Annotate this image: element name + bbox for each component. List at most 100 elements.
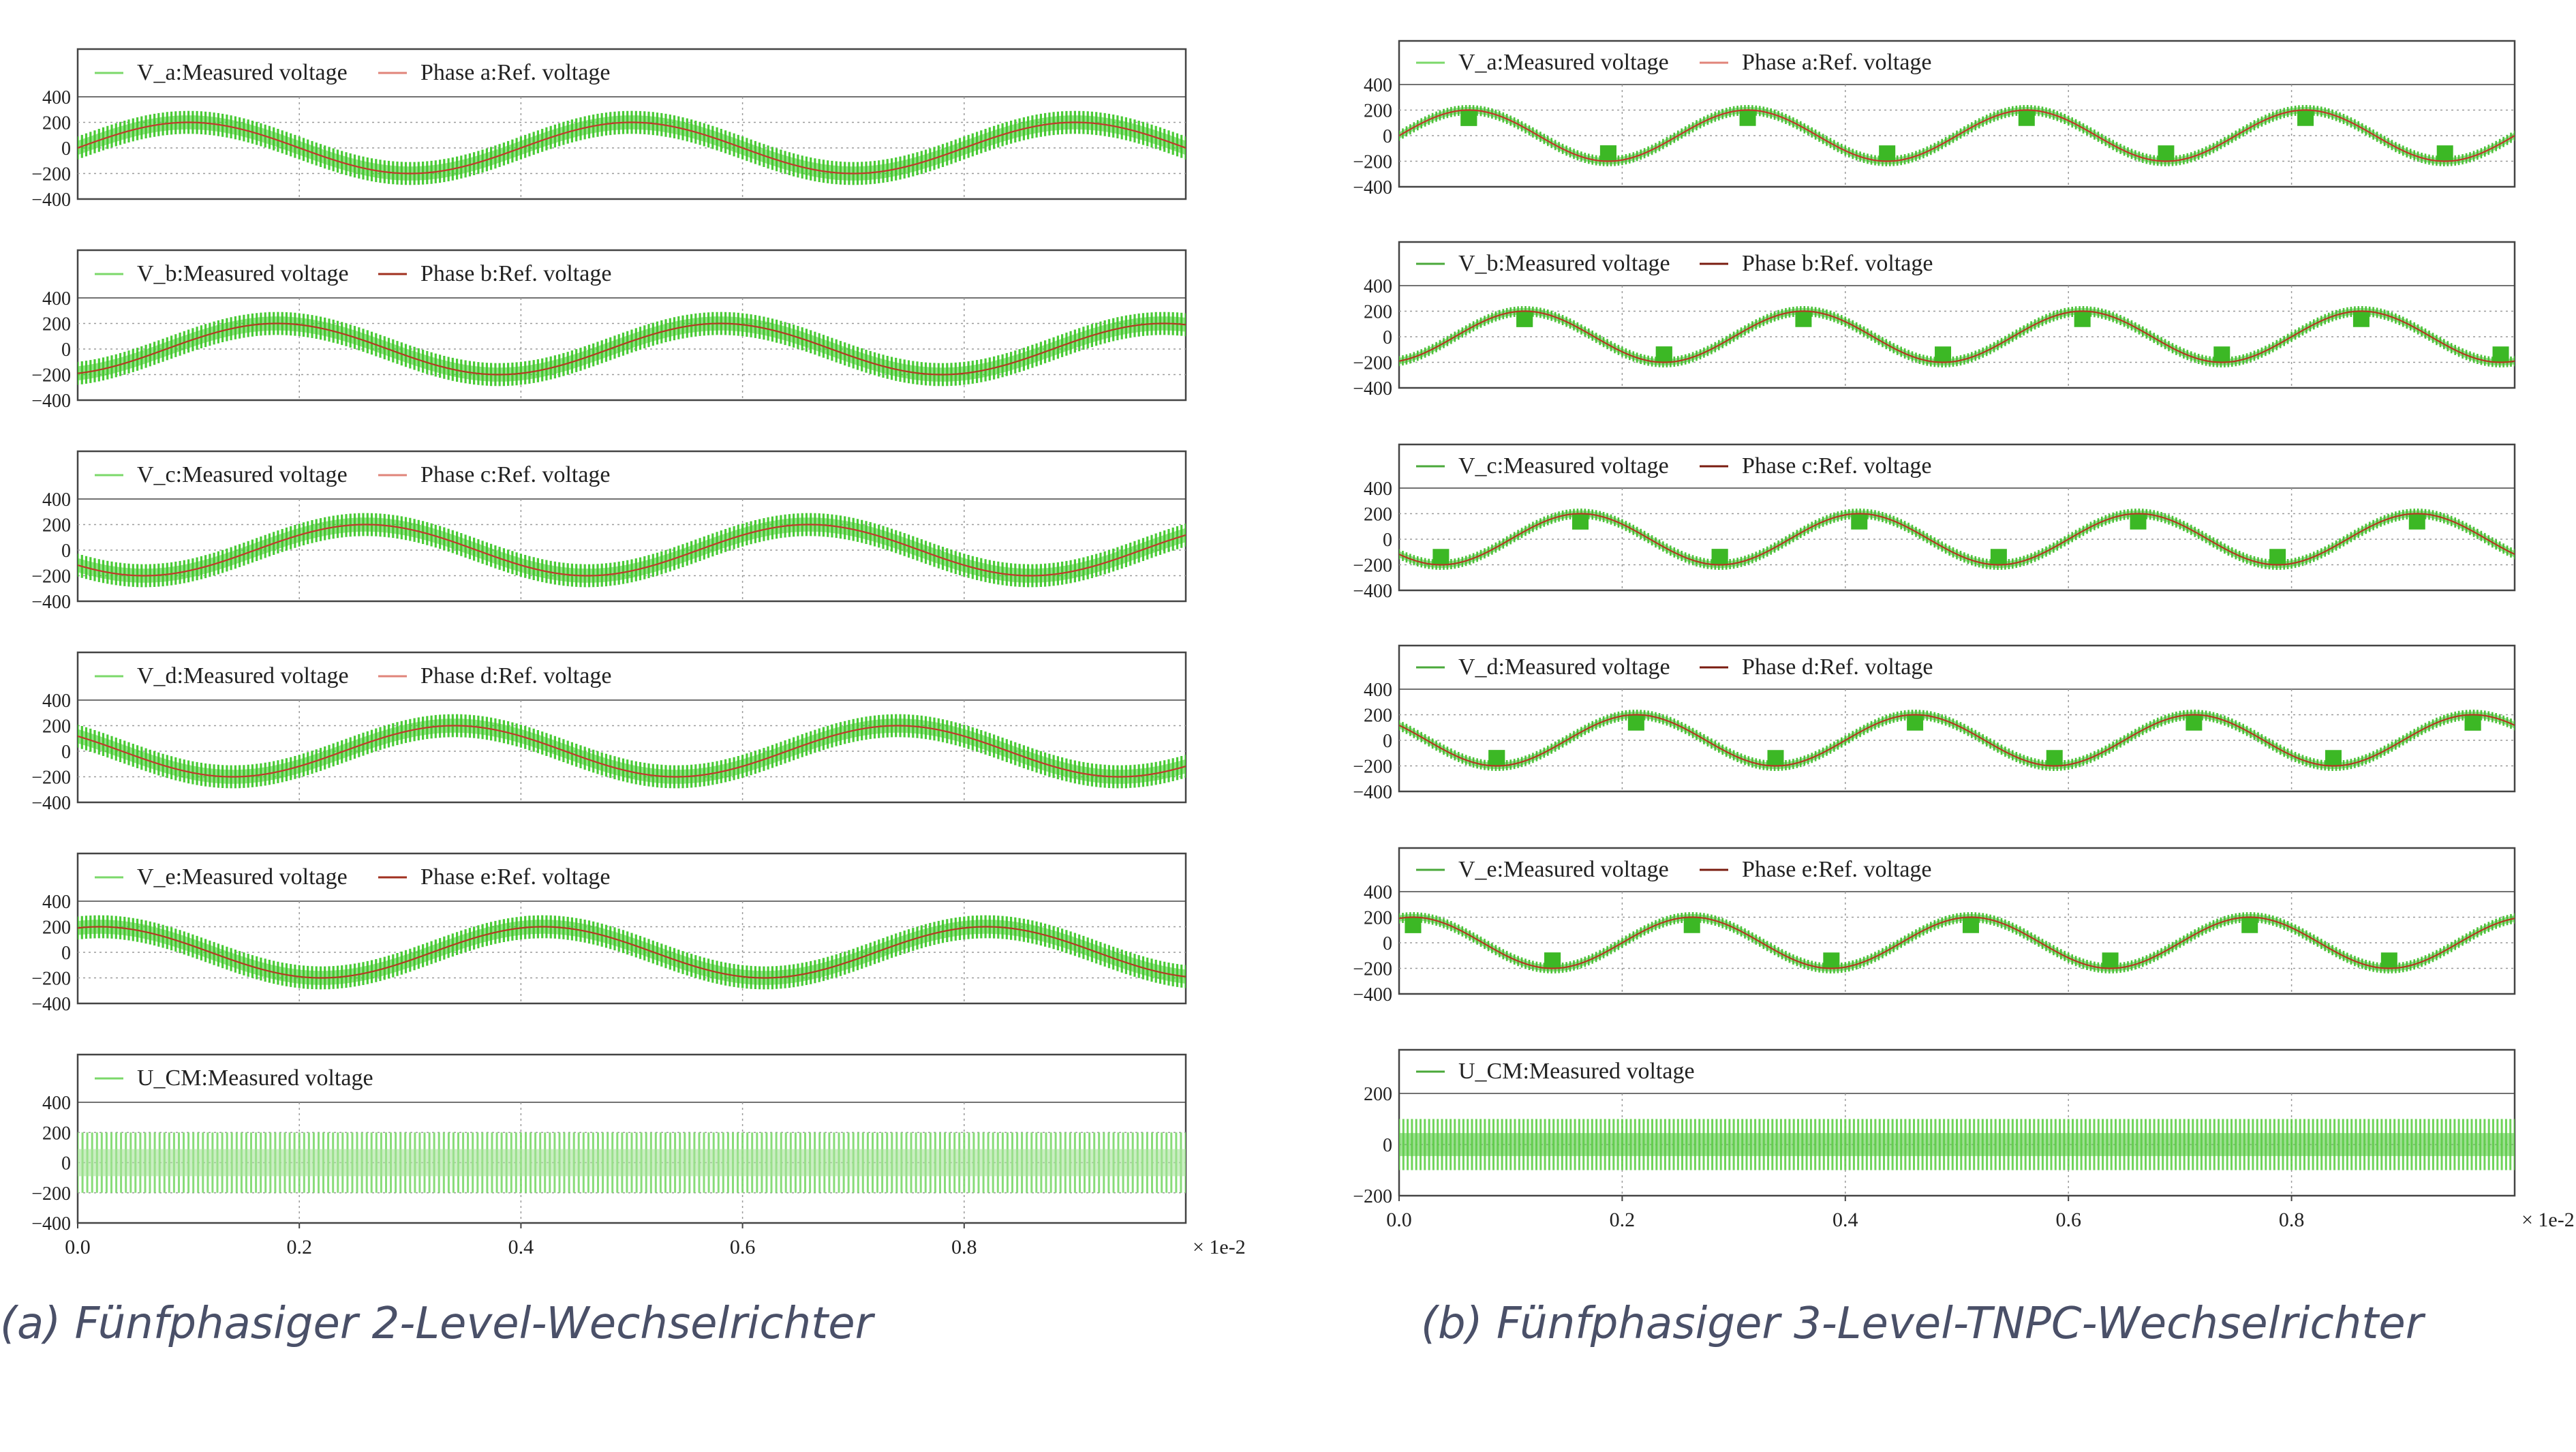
step-marker (1460, 109, 1477, 126)
step-marker (1879, 145, 1896, 162)
legend: V_a:Measured voltage Phase a:Ref. voltage (95, 60, 611, 85)
step-marker (2018, 109, 2035, 126)
x-tick-label: 0.2 (286, 1236, 312, 1258)
y-tick-label: −200 (1353, 757, 1392, 778)
legend-label: V_c:Measured voltage (137, 462, 348, 487)
y-tick-label: −400 (1353, 782, 1392, 803)
y-tick-label: 200 (1364, 908, 1392, 929)
step-marker (1544, 952, 1561, 969)
y-tick-label: 200 (42, 113, 71, 134)
y-tick-label: 400 (1364, 276, 1392, 297)
y-tick-label: −200 (31, 1183, 71, 1205)
y-tick-label: −200 (31, 164, 71, 185)
step-marker (2046, 750, 2063, 767)
y-tick-label: −200 (1353, 959, 1392, 980)
series-phase-a-ref-voltage (78, 121, 1186, 175)
y-tick-label: −200 (31, 566, 71, 588)
y-tick-label: 0 (61, 943, 71, 964)
step-marker (2297, 109, 2314, 126)
y-tick-label: 0 (1383, 327, 1392, 348)
step-marker (1516, 310, 1533, 327)
legend: V_b:Measured voltage Phase b:Ref. voltage (95, 261, 611, 286)
x-tick-label: 0.6 (2055, 1209, 2081, 1231)
legend: V_d:Measured voltage Phase d:Ref. voltage (1416, 654, 1933, 680)
legend-label: V_c:Measured voltage (1458, 453, 1669, 479)
legend: V_c:Measured voltage Phase c:Ref. voltage (95, 462, 611, 487)
caption-left: (a) Fünfphasiger 2-Level-Wechselrichter (0, 1299, 873, 1349)
y-tick-label: 200 (42, 716, 71, 738)
x-tick-label: 0.0 (65, 1236, 91, 1258)
step-marker (2241, 916, 2258, 933)
y-tick-label: 0 (1383, 530, 1392, 551)
series-phase-d-ref-voltage (78, 725, 1186, 778)
step-marker (1767, 750, 1784, 767)
panel-b-5: 400 200 0 −200 −400 V_e:Measured voltage Phase… (1353, 847, 2516, 1005)
y-tick-label: 400 (1364, 479, 1392, 500)
series-phase-b-ref-voltage (78, 322, 1186, 376)
x-tick-label: 0.4 (508, 1236, 534, 1258)
legend-label: Phase e:Ref. voltage (420, 864, 611, 890)
y-tick-label: −200 (1353, 556, 1392, 577)
step-marker (2074, 310, 2091, 327)
panel-a-6: 400 200 0 −200 −400 U_CM:Measured voltage 0.0 0… (31, 1053, 1246, 1258)
y-tick-label: −400 (31, 391, 71, 412)
legend: V_c:Measured voltage Phase c:Ref. voltage (1416, 453, 1932, 479)
y-tick-label: 0 (1383, 731, 1392, 752)
traces (78, 110, 1186, 185)
step-marker (1851, 513, 1868, 530)
step-marker (2269, 549, 2286, 566)
y-tick-label: −400 (1353, 378, 1392, 399)
series-band (78, 316, 1186, 382)
traces (78, 513, 1186, 588)
y-tick-label: −200 (31, 365, 71, 387)
legend-label: Phase a:Ref. voltage (1742, 50, 1932, 75)
step-marker (1572, 513, 1589, 530)
legend-label: Phase b:Ref. voltage (420, 261, 611, 286)
y-tick-label: 400 (1364, 882, 1392, 903)
series-phase-e-ref-voltage (78, 926, 1186, 979)
traces (78, 1132, 1186, 1193)
y-tick-label: 0 (1383, 126, 1392, 147)
y-tick-label: 200 (42, 314, 71, 335)
legend-label: V_b:Measured voltage (1458, 251, 1670, 276)
series-u-cm-band (1399, 1133, 2515, 1156)
y-tick-label: 0 (61, 1153, 71, 1175)
step-marker (2158, 145, 2175, 162)
x-tick-label: 0.4 (1833, 1209, 1858, 1231)
step-marker (1962, 916, 1979, 933)
legend: V_d:Measured voltage Phase d:Ref. voltage (95, 663, 611, 689)
y-tick-label: −400 (31, 994, 71, 1015)
y-tick-label: 400 (42, 691, 71, 712)
x-tick-label: 0.8 (951, 1236, 977, 1258)
traces (1399, 306, 2515, 367)
legend: U_CM:Measured voltage (1416, 1059, 1695, 1084)
traces (1399, 912, 2515, 973)
step-marker (1935, 346, 1952, 363)
step-marker (1655, 346, 1672, 363)
y-tick-label: 0 (1383, 933, 1392, 954)
y-tick-label: −400 (31, 1213, 71, 1235)
y-tick-label: 400 (42, 87, 71, 108)
step-marker (2492, 346, 2509, 363)
x-tick-label: 0.0 (1386, 1209, 1412, 1231)
panel-b-6: 200 0 −200 U_CM:Measured voltage 0.0 0.2 0.4 0.… (1353, 1048, 2575, 1231)
y-tick-label: 200 (1364, 302, 1392, 323)
step-marker (1488, 750, 1505, 767)
y-tick-label: −200 (31, 969, 71, 990)
step-marker (2213, 346, 2230, 363)
panel-b-2: 400 200 0 −200 −400 V_b:Measured voltage Phase… (1353, 241, 2516, 399)
y-tick-label: −400 (31, 190, 71, 211)
series-phase-d-ref-voltage (1399, 714, 2515, 767)
legend: V_a:Measured voltage Phase a:Ref. voltage (1416, 50, 1932, 75)
y-tick-label: 400 (42, 288, 71, 309)
traces (1399, 105, 2515, 166)
y-tick-label: −400 (1353, 177, 1392, 198)
y-tick-label: −200 (31, 768, 71, 789)
step-marker (1907, 714, 1924, 731)
y-tick-label: −200 (1353, 353, 1392, 374)
legend-label: U_CM:Measured voltage (137, 1065, 373, 1091)
x-tick-label: 0.8 (2279, 1209, 2305, 1231)
step-marker (2464, 714, 2481, 731)
series-band (78, 115, 1186, 181)
step-marker (1711, 549, 1728, 566)
